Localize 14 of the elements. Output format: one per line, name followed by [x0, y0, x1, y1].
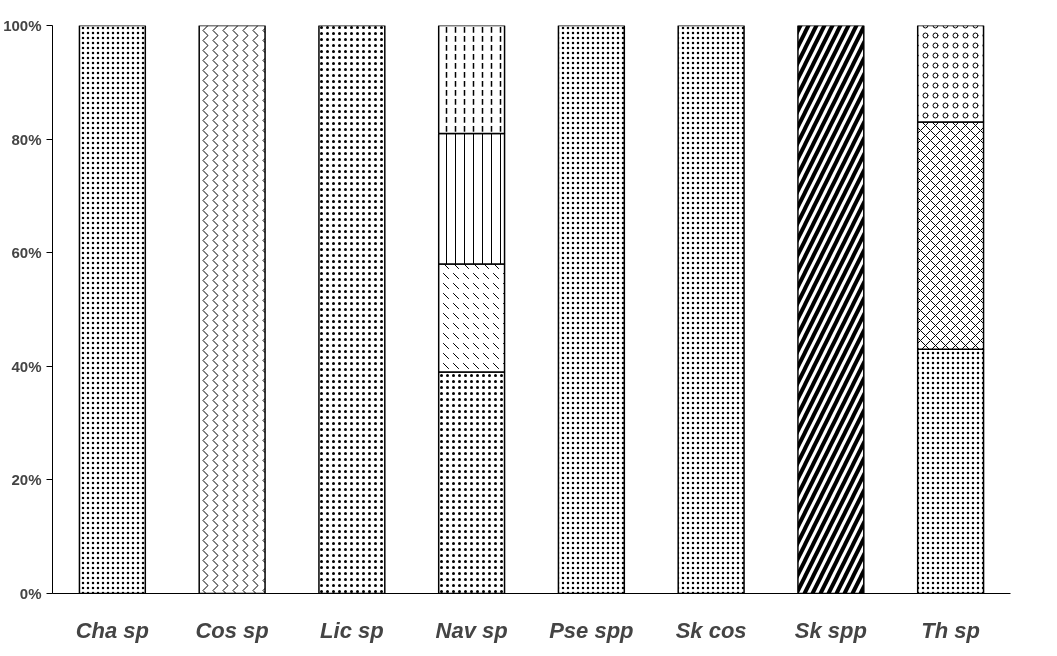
y-tick-label: 60%	[11, 244, 42, 262]
y-tick-label: 80%	[11, 130, 42, 148]
y-tick-label: 20%	[11, 471, 42, 489]
x-tick-label: Pse spp	[549, 617, 634, 643]
x-tick-label: Nav sp	[435, 617, 508, 643]
x-tick-label: Sk spp	[794, 617, 867, 643]
x-tick-label: Th sp	[921, 617, 980, 643]
x-tick-label: Lic sp	[320, 617, 384, 643]
x-tick-label: Cha sp	[75, 617, 150, 643]
x-tick-label: Sk cos	[675, 617, 747, 643]
y-tick-label: 0%	[19, 585, 42, 602]
y-tick-label: 100%	[3, 17, 42, 34]
x-tick-label: Cos sp	[195, 617, 269, 643]
y-tick-label: 40%	[11, 357, 42, 375]
